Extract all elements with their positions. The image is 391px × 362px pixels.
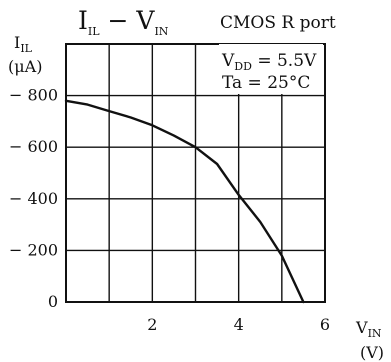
series — [64, 99, 305, 304]
chart-subtitle: CMOS R port — [220, 13, 336, 33]
chart-title: IIL − VIN — [78, 6, 169, 38]
y-tick-label: − 400 — [9, 189, 58, 208]
conditions-box-bg — [219, 44, 323, 94]
y-tick-label: 0 — [48, 292, 58, 311]
plot-frame — [65, 43, 326, 303]
series-line — [64, 99, 305, 304]
y-tick-label: − 800 — [9, 86, 58, 105]
y-axis-unit: (μA) — [8, 57, 42, 76]
y-axis-label: IIL — [14, 33, 33, 55]
condition-ta: Ta = 25°C — [222, 73, 310, 93]
plot-border — [65, 43, 326, 303]
x-tick-label: 6 — [320, 315, 330, 334]
y-tick-label: − 200 — [9, 240, 58, 259]
y-tick-labels: 0 − 200 − 400 − 600 − 800 — [9, 86, 58, 311]
x-axis-label: VIN — [355, 318, 382, 340]
y-tick-label: − 600 — [9, 137, 58, 156]
x-tick-label: 2 — [147, 315, 157, 334]
x-axis-unit: (V) — [360, 343, 384, 362]
x-tick-labels: 2 4 6 — [147, 315, 330, 334]
condition-vdd: VDD = 5.5V — [221, 51, 317, 73]
x-tick-label: 4 — [234, 315, 244, 334]
